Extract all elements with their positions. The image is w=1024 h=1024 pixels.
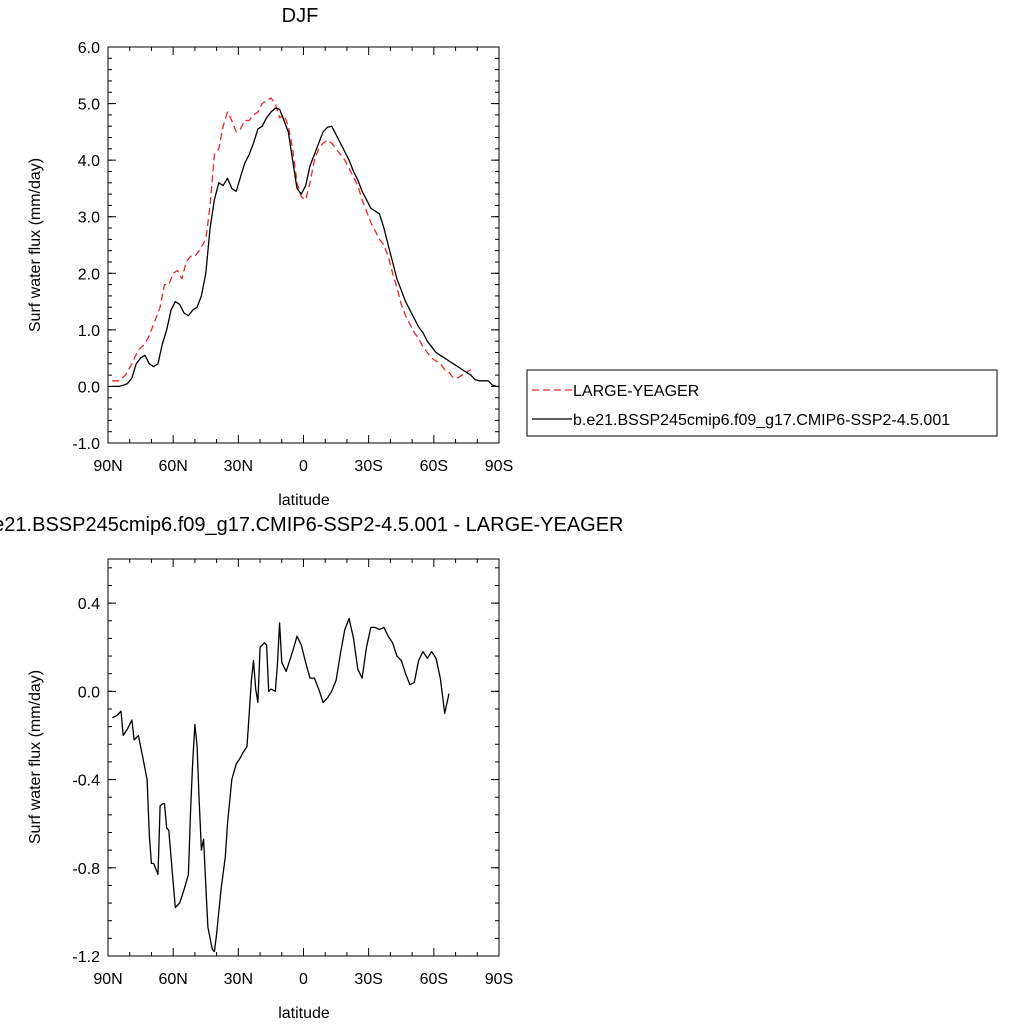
top-chart-y-tick-label: 2.0 [78,266,100,283]
top-chart-y-tick-label: -1.0 [72,436,100,453]
top-chart-legend: LARGE-YEAGER b.e21.BSSP245cmip6.f09_g17.… [526,369,998,437]
top-chart-x-tick-label: 30N [224,458,253,475]
bottom-chart-series-line-0 [112,617,450,953]
top-chart-x-tick-label: 0 [299,458,308,475]
bottom-chart-minor-ticks [108,559,499,957]
top-chart-minor-ticks [108,46,499,444]
bottom-chart-frame [107,558,500,957]
top-chart-y-tick-label: 3.0 [78,210,100,227]
top-chart-y-tick-label: 4.0 [78,153,100,170]
bottom-chart-y-tick-label: 0.0 [78,684,100,701]
bottom-chart-x-tick-label: 90S [485,971,513,988]
bottom-chart-x-tick-label: 0 [299,971,308,988]
bottom-chart-x-tick-label: 30N [224,971,253,988]
top-chart-y-axis: 6.0 5.0 4.0 3.0 2.0 1.0 0.0 -1.0 [72,40,499,453]
legend-box [526,369,998,437]
top-chart-x-axis: 90N 60N 30N 0 30S 60S 90S [93,47,513,475]
bottom-chart-y-tick-label: -1.2 [72,949,100,966]
top-chart-x-axis-label: latitude [278,492,330,509]
top-chart-x-tick-label: 60S [420,458,448,475]
top-chart-y-axis-label: Surf water flux (mm/day) [27,158,44,332]
top-chart-y-tick-label: 0.0 [78,379,100,396]
top-chart-title: DJF [282,5,319,27]
bottom-chart-x-tick-label: 60N [158,971,187,988]
top-chart-frame [107,46,500,444]
bottom-chart-y-tick-label: -0.4 [72,773,100,790]
top-chart-y-tick-label: 6.0 [78,40,100,57]
bottom-chart-panel: b.e21.BSSP245cmip6.f09_g17.CMIP6-SSP2-4.… [0,514,624,1022]
bottom-chart-x-tick-label: 60S [420,971,448,988]
top-chart-x-tick-label: 30S [354,458,382,475]
bottom-chart-x-axis-label: latitude [278,1005,330,1022]
bottom-chart-y-tick-label: 0.4 [78,596,100,613]
top-chart-y-tick-label: 5.0 [78,97,100,114]
bottom-chart-y-tick-label: -0.8 [72,861,100,878]
top-chart-x-tick-label: 60N [158,458,187,475]
bottom-chart-x-tick-label: 30S [354,971,382,988]
bottom-chart-x-tick-label: 90N [93,971,122,988]
top-chart-panel: DJF 6.0 5.0 4.0 3.0 2.0 1.0 0.0 -1.0 90N 60N 30N 0… [27,5,513,509]
bottom-chart-y-axis-label: Surf water flux (mm/day) [27,670,44,844]
bottom-chart-series [112,617,450,953]
top-chart-series-line-1 [112,107,497,388]
bottom-chart-title: b.e21.BSSP245cmip6.f09_g17.CMIP6-SSP2-4.… [0,514,624,536]
top-chart-series-line-0 [112,97,472,382]
top-chart-y-tick-label: 1.0 [78,323,100,340]
bottom-chart-y-axis: 0.4 0.0 -0.4 -0.8 -1.2 [72,596,499,966]
top-chart-x-tick-label: 90S [485,458,513,475]
top-chart-series [112,97,497,388]
top-chart-x-tick-label: 90N [93,458,122,475]
bottom-chart-x-axis: 90N 60N 30N 0 30S 60S 90S [93,559,513,988]
legend-label-large-yeager: LARGE-YEAGER [573,383,699,400]
legend-label-bssp245: b.e21.BSSP245cmip6.f09_g17.CMIP6-SSP2-4.… [573,412,950,429]
